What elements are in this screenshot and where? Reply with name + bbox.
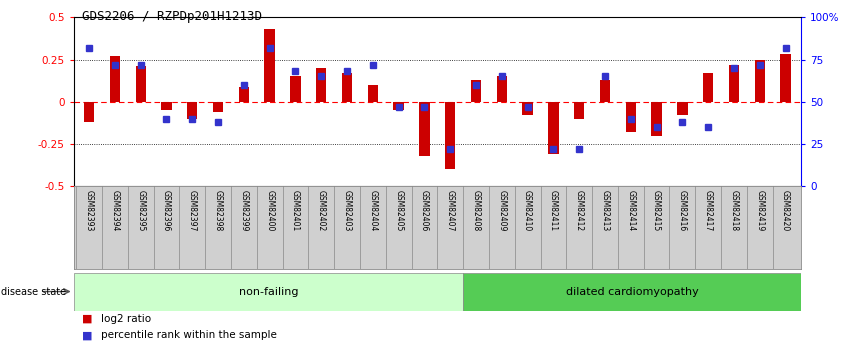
Text: ■: ■ bbox=[82, 314, 93, 324]
Text: GSM82400: GSM82400 bbox=[265, 190, 275, 231]
Bar bbox=[703, 73, 714, 102]
Bar bbox=[574, 102, 585, 119]
Text: GSM82410: GSM82410 bbox=[523, 190, 532, 231]
Bar bbox=[729, 65, 740, 102]
Bar bbox=[161, 102, 171, 110]
Bar bbox=[342, 73, 352, 102]
Bar bbox=[419, 102, 430, 156]
Bar bbox=[393, 102, 404, 110]
Bar bbox=[780, 55, 791, 102]
Bar bbox=[463, 273, 801, 310]
Text: GSM82401: GSM82401 bbox=[291, 190, 300, 231]
Text: GSM82404: GSM82404 bbox=[368, 190, 378, 231]
Bar bbox=[600, 80, 611, 102]
Bar bbox=[135, 66, 145, 102]
Bar bbox=[213, 102, 223, 112]
Bar bbox=[497, 76, 507, 102]
Text: GSM82413: GSM82413 bbox=[600, 190, 610, 231]
Bar bbox=[187, 102, 197, 119]
Text: GSM82397: GSM82397 bbox=[188, 190, 197, 231]
Bar bbox=[522, 102, 533, 115]
Text: GSM82406: GSM82406 bbox=[420, 190, 429, 231]
Bar bbox=[548, 102, 559, 154]
Text: GDS2206 / RZPDp201H1213D: GDS2206 / RZPDp201H1213D bbox=[82, 10, 262, 23]
Text: GSM82395: GSM82395 bbox=[136, 190, 145, 231]
Text: GSM82409: GSM82409 bbox=[497, 190, 507, 231]
Bar bbox=[754, 59, 765, 102]
Text: GSM82417: GSM82417 bbox=[704, 190, 713, 231]
Text: GSM82416: GSM82416 bbox=[678, 190, 687, 231]
Text: GSM82398: GSM82398 bbox=[214, 190, 223, 231]
Bar bbox=[677, 102, 688, 115]
Bar bbox=[445, 102, 456, 169]
Text: GSM82403: GSM82403 bbox=[343, 190, 352, 231]
Bar bbox=[651, 102, 662, 136]
Bar bbox=[471, 80, 481, 102]
Text: GSM82402: GSM82402 bbox=[317, 190, 326, 231]
Text: GSM82399: GSM82399 bbox=[239, 190, 249, 231]
Text: log2 ratio: log2 ratio bbox=[101, 314, 152, 324]
Bar bbox=[264, 29, 275, 102]
Text: GSM82415: GSM82415 bbox=[652, 190, 661, 231]
Text: percentile rank within the sample: percentile rank within the sample bbox=[101, 331, 277, 340]
Text: GSM82418: GSM82418 bbox=[729, 190, 739, 231]
Bar bbox=[625, 102, 636, 132]
Text: GSM82394: GSM82394 bbox=[110, 190, 120, 231]
Text: GSM82411: GSM82411 bbox=[549, 190, 558, 231]
Text: GSM82412: GSM82412 bbox=[575, 190, 584, 231]
Bar bbox=[368, 85, 378, 102]
Bar bbox=[290, 76, 301, 102]
Text: ■: ■ bbox=[82, 331, 93, 340]
Text: GSM82420: GSM82420 bbox=[781, 190, 790, 231]
Text: GSM82408: GSM82408 bbox=[471, 190, 481, 231]
Bar bbox=[110, 56, 120, 102]
Text: disease state: disease state bbox=[1, 287, 66, 296]
Text: GSM82414: GSM82414 bbox=[626, 190, 636, 231]
Text: dilated cardiomyopathy: dilated cardiomyopathy bbox=[565, 287, 699, 296]
Text: GSM82396: GSM82396 bbox=[162, 190, 171, 231]
Text: GSM82407: GSM82407 bbox=[446, 190, 455, 231]
Text: GSM82419: GSM82419 bbox=[755, 190, 765, 231]
Bar bbox=[239, 87, 249, 102]
Bar bbox=[84, 102, 94, 122]
Bar bbox=[74, 273, 463, 310]
Text: GSM82405: GSM82405 bbox=[394, 190, 404, 231]
Text: GSM82393: GSM82393 bbox=[85, 190, 94, 231]
Bar bbox=[316, 68, 326, 102]
Text: non-failing: non-failing bbox=[239, 287, 298, 296]
